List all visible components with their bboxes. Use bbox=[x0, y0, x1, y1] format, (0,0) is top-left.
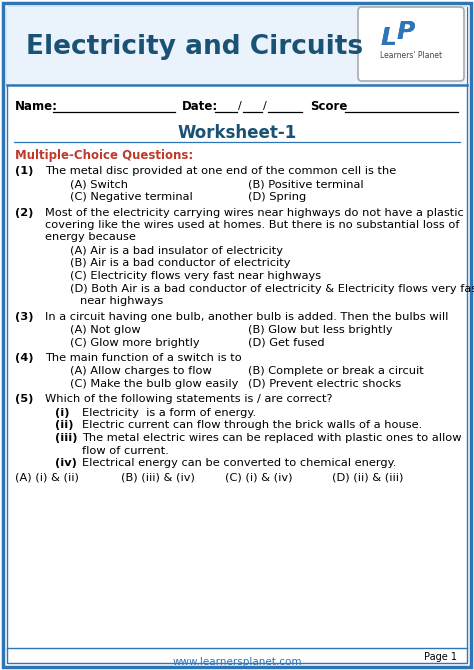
Text: P: P bbox=[397, 20, 415, 44]
Text: L: L bbox=[380, 26, 396, 50]
Text: (B) Complete or break a circuit: (B) Complete or break a circuit bbox=[248, 366, 424, 377]
Text: (C) Make the bulb glow easily: (C) Make the bulb glow easily bbox=[70, 379, 238, 389]
Text: (C) (i) & (iv): (C) (i) & (iv) bbox=[225, 472, 292, 482]
Text: (B) (iii) & (iv): (B) (iii) & (iv) bbox=[121, 472, 195, 482]
Text: Which of the following statements is / are correct?: Which of the following statements is / a… bbox=[45, 395, 332, 405]
FancyBboxPatch shape bbox=[7, 7, 467, 85]
Text: www.learnersplanet.com: www.learnersplanet.com bbox=[172, 657, 302, 667]
Text: (5): (5) bbox=[15, 395, 33, 405]
Text: (D) Both Air is a bad conductor of electricity & Electricity flows very fast: (D) Both Air is a bad conductor of elect… bbox=[70, 283, 474, 293]
Text: P: P bbox=[397, 20, 415, 44]
Text: Worksheet-1: Worksheet-1 bbox=[177, 124, 297, 142]
Text: (iii): (iii) bbox=[55, 433, 78, 443]
Text: (i): (i) bbox=[55, 408, 70, 418]
Text: (C) Electricity flows very fast near highways: (C) Electricity flows very fast near hig… bbox=[70, 271, 321, 281]
Text: (ii): (ii) bbox=[55, 421, 73, 431]
Text: (D) Spring: (D) Spring bbox=[248, 192, 306, 202]
Text: flow of current.: flow of current. bbox=[82, 446, 169, 456]
Text: Score: Score bbox=[310, 100, 347, 113]
Text: (2): (2) bbox=[15, 208, 33, 218]
Text: (B) Air is a bad conductor of electricity: (B) Air is a bad conductor of electricit… bbox=[70, 259, 291, 269]
Circle shape bbox=[375, 15, 419, 59]
Text: (B) Glow but less brightly: (B) Glow but less brightly bbox=[248, 325, 392, 335]
Text: energy because: energy because bbox=[45, 232, 136, 243]
Text: Electric current can flow through the brick walls of a house.: Electric current can flow through the br… bbox=[82, 421, 422, 431]
Text: Electricity and Circuits: Electricity and Circuits bbox=[27, 34, 364, 60]
Text: (1): (1) bbox=[15, 166, 33, 176]
Text: covering like the wires used at homes. But there is no substantial loss of: covering like the wires used at homes. B… bbox=[45, 220, 459, 230]
Text: Electricity  is a form of energy.: Electricity is a form of energy. bbox=[82, 408, 256, 418]
Text: (4): (4) bbox=[15, 353, 34, 363]
Text: (iv): (iv) bbox=[55, 458, 77, 468]
Text: (A) Not glow: (A) Not glow bbox=[70, 325, 141, 335]
FancyBboxPatch shape bbox=[358, 7, 464, 81]
Text: (3): (3) bbox=[15, 312, 34, 322]
Text: (B) Positive terminal: (B) Positive terminal bbox=[248, 180, 364, 190]
Text: /: / bbox=[263, 101, 267, 111]
Text: Page 1: Page 1 bbox=[424, 652, 457, 662]
Text: (A) Switch: (A) Switch bbox=[70, 180, 128, 190]
Text: (D) (ii) & (iii): (D) (ii) & (iii) bbox=[332, 472, 403, 482]
Text: Date:: Date: bbox=[182, 100, 218, 113]
Text: (C) Negative terminal: (C) Negative terminal bbox=[70, 192, 193, 202]
Text: (A) Air is a bad insulator of electricity: (A) Air is a bad insulator of electricit… bbox=[70, 246, 283, 256]
Text: /: / bbox=[238, 101, 242, 111]
Text: (A) (i) & (ii): (A) (i) & (ii) bbox=[15, 472, 79, 482]
Text: Name:: Name: bbox=[15, 100, 58, 113]
Text: (D) Get fused: (D) Get fused bbox=[248, 338, 325, 348]
Text: (A) Allow charges to flow: (A) Allow charges to flow bbox=[70, 366, 212, 377]
FancyBboxPatch shape bbox=[7, 7, 467, 663]
Text: Most of the electricity carrying wires near highways do not have a plastic: Most of the electricity carrying wires n… bbox=[45, 208, 464, 218]
Text: In a circuit having one bulb, another bulb is added. Then the bulbs will: In a circuit having one bulb, another bu… bbox=[45, 312, 448, 322]
Text: near highways: near highways bbox=[80, 296, 163, 306]
Text: (D) Prevent electric shocks: (D) Prevent electric shocks bbox=[248, 379, 401, 389]
Text: L: L bbox=[380, 26, 396, 50]
Text: (C) Glow more brightly: (C) Glow more brightly bbox=[70, 338, 200, 348]
Text: The main function of a switch is to: The main function of a switch is to bbox=[45, 353, 242, 363]
Text: The metal disc provided at one end of the common cell is the: The metal disc provided at one end of th… bbox=[45, 166, 396, 176]
Text: Learners' Planet: Learners' Planet bbox=[380, 50, 442, 60]
FancyBboxPatch shape bbox=[3, 3, 471, 667]
Text: The metal electric wires can be replaced with plastic ones to allow: The metal electric wires can be replaced… bbox=[82, 433, 462, 443]
Text: Multiple-Choice Questions:: Multiple-Choice Questions: bbox=[15, 149, 193, 162]
Text: Electrical energy can be converted to chemical energy.: Electrical energy can be converted to ch… bbox=[82, 458, 396, 468]
